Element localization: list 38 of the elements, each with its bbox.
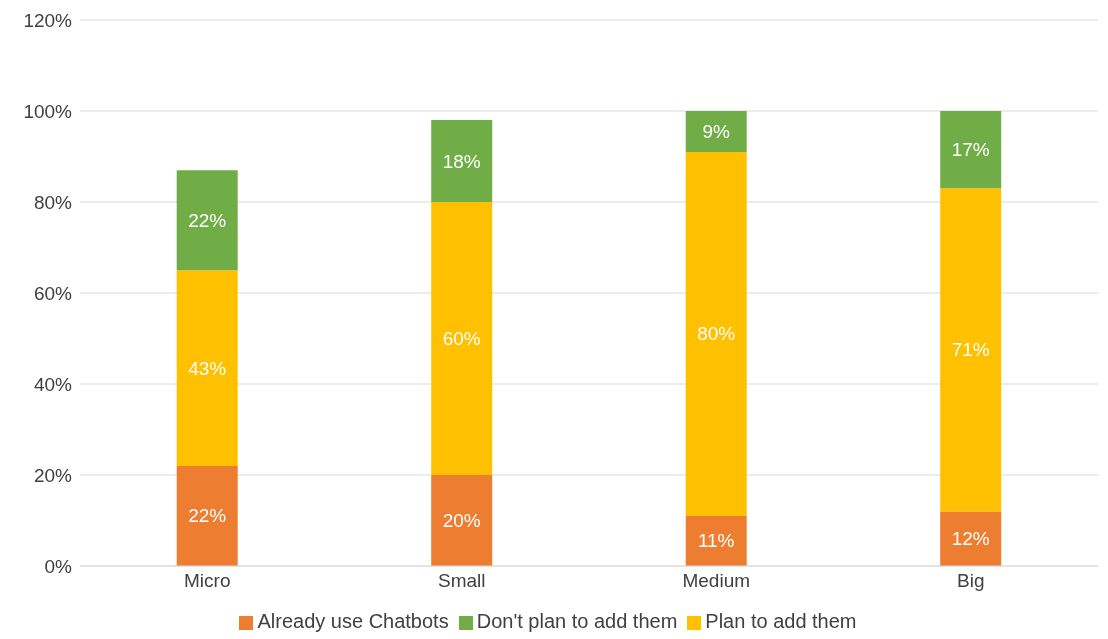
x-tick-label: Small [437, 570, 486, 592]
bar [431, 120, 493, 202]
bar [176, 270, 238, 466]
x-tick-label: Micro [184, 570, 231, 592]
data-label: 12% [951, 528, 990, 550]
bar [685, 111, 747, 152]
data-label: 11% [697, 530, 735, 552]
data-label: 9% [702, 120, 731, 142]
y-tick-label: 120% [23, 9, 73, 31]
data-label: 18% [442, 150, 481, 172]
bar [685, 151, 747, 516]
bar [685, 515, 747, 566]
legend-label: Already use Chatbots [257, 610, 449, 632]
data-label: 80% [697, 323, 736, 345]
data-label: 60% [442, 328, 481, 349]
legend-label: Don't plan to add them [476, 610, 678, 632]
bar [940, 188, 1002, 512]
x-tick-label: Medium [682, 570, 751, 592]
bar [940, 111, 1002, 189]
legend-label: Plan to add them [705, 610, 857, 632]
y-tick-label: 20% [33, 464, 73, 486]
bar [431, 475, 493, 566]
data-label: 22% [188, 209, 227, 231]
y-tick-label: 60% [33, 282, 73, 304]
data-label: 43% [188, 357, 227, 379]
data-label: 71% [951, 339, 990, 361]
y-tick-label: 80% [33, 191, 73, 213]
y-tick-label: 100% [23, 100, 73, 122]
data-label: 20% [442, 510, 481, 531]
data-label: 22% [188, 505, 227, 527]
data-label: 17% [951, 139, 990, 161]
y-tick-label: 0% [44, 555, 73, 577]
bar [176, 465, 238, 566]
bar [176, 170, 238, 271]
bar [431, 202, 493, 475]
bar [940, 511, 1002, 566]
y-tick-label: 40% [33, 373, 73, 395]
x-tick-label: Big [957, 570, 985, 592]
